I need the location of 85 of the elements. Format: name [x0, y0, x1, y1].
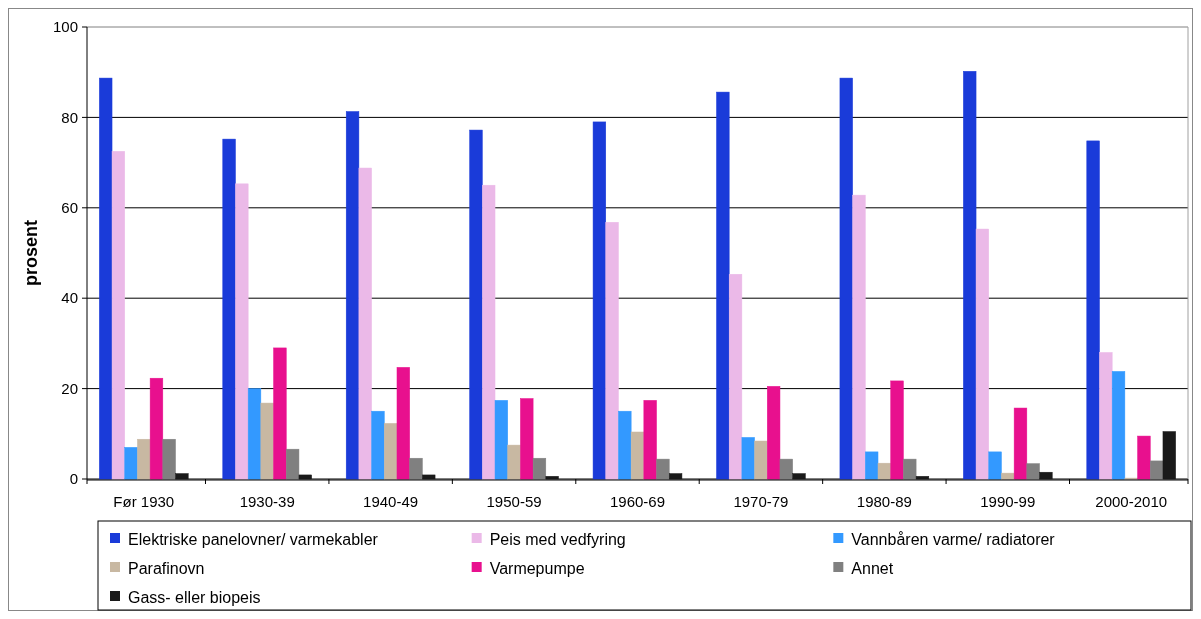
bar: [741, 437, 755, 480]
bar: [175, 473, 189, 480]
bar: [915, 476, 930, 480]
bar: [1150, 460, 1164, 480]
bar: [111, 151, 125, 480]
bar: [877, 462, 891, 480]
bar: [754, 440, 768, 480]
bar: [235, 183, 249, 480]
bar: [422, 474, 436, 480]
bar: [345, 111, 360, 480]
bar: [630, 431, 645, 480]
bar: [409, 457, 423, 480]
bar: [975, 228, 989, 480]
bar: [384, 423, 398, 480]
bar: [1099, 352, 1113, 480]
bar: [728, 273, 743, 480]
bar: [286, 448, 300, 480]
legend-label: Gass- eller biopeis: [128, 588, 261, 606]
legend-label: Peis med vedfyring: [489, 530, 626, 548]
bar: [1039, 471, 1053, 480]
x-tick-label: Før 1930: [113, 493, 175, 510]
bar: [1137, 435, 1151, 480]
bar: [865, 451, 879, 480]
bar: [298, 474, 312, 480]
bar: [643, 400, 657, 480]
bar: [656, 458, 670, 480]
bar: [545, 476, 559, 480]
bar: [149, 377, 164, 480]
x-tick-label: 1950-59: [486, 493, 542, 510]
bar: [532, 457, 547, 480]
bar: [222, 138, 236, 480]
bar: [137, 438, 151, 480]
x-tick-label: 1930-39: [239, 493, 295, 510]
bar: [507, 444, 521, 480]
y-tick-label: 40: [61, 289, 78, 307]
bar: [520, 398, 534, 480]
bar: [358, 167, 372, 480]
y-tick-label: 100: [52, 18, 78, 36]
y-tick-label: 20: [61, 379, 78, 397]
bar: [1086, 140, 1100, 480]
x-tick-label: 2000-2010: [1095, 493, 1168, 510]
legend-label: Vannbåren varme/ radiatorer: [851, 530, 1056, 548]
bar: [716, 91, 730, 480]
y-tick-label: 60: [61, 199, 78, 217]
legend-label: Elektriske panelovner/ varmekabler: [128, 530, 379, 548]
y-tick-label: 80: [61, 108, 78, 126]
bar: [482, 184, 496, 480]
x-tick-label: 1970-79: [733, 493, 789, 510]
y-axis-title: prosent: [21, 219, 41, 287]
bar: [792, 473, 806, 480]
bar: [273, 347, 287, 480]
bar: [396, 367, 410, 480]
y-tick-label: 0: [69, 470, 78, 488]
bar: [903, 458, 917, 480]
bar: [494, 400, 508, 480]
x-tick-label: 1980-89: [856, 493, 912, 510]
x-tick-label: 1990-99: [980, 493, 1036, 510]
legend-label: Varmepumpe: [489, 559, 585, 577]
bar: [1026, 463, 1040, 480]
bar: [839, 77, 853, 480]
bar: [1013, 407, 1028, 480]
bar: [852, 194, 866, 480]
bar: [469, 129, 483, 480]
bar: [668, 473, 683, 480]
bar: [1111, 371, 1126, 480]
bar: [1001, 472, 1015, 480]
bar: [260, 402, 274, 480]
bar: [890, 380, 904, 480]
bar: [124, 447, 138, 480]
bar: [162, 438, 176, 480]
bar: [247, 388, 262, 480]
x-tick-label: 1960-69: [609, 493, 666, 510]
x-tick-label: 1940-49: [363, 493, 419, 510]
legend-label: Parafinovn: [128, 559, 205, 577]
bar: [592, 121, 607, 480]
bar: [605, 222, 619, 480]
bar: [988, 451, 1002, 480]
bar: [779, 458, 793, 480]
bar: [99, 77, 113, 480]
bar: [767, 386, 781, 480]
legend-label: Annet: [851, 559, 894, 577]
bar: [963, 71, 977, 480]
bar: [1162, 431, 1176, 480]
bar: [371, 410, 385, 480]
bar: [618, 410, 632, 480]
